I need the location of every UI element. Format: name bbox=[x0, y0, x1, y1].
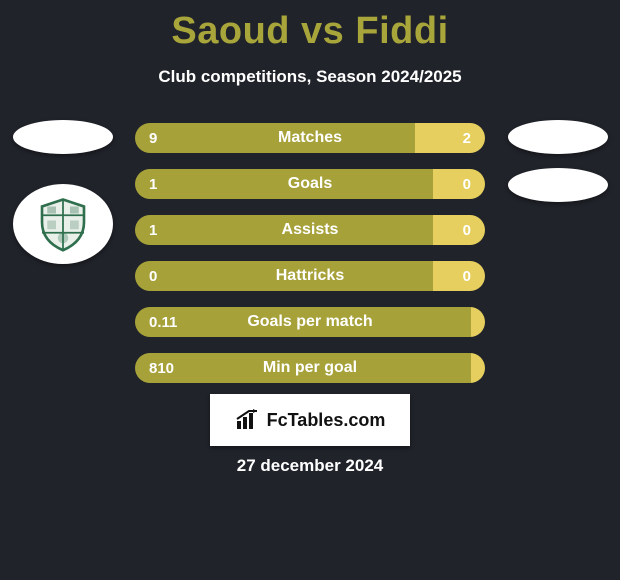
stat-right-segment: 0 bbox=[433, 215, 486, 245]
stat-right-value: 2 bbox=[463, 130, 471, 147]
source-badge[interactable]: FcTables.com bbox=[210, 394, 410, 446]
stat-right-segment bbox=[471, 307, 485, 337]
player-left-avatar bbox=[13, 120, 113, 154]
stat-right-value: 0 bbox=[463, 176, 471, 193]
stat-right-segment: 2 bbox=[415, 123, 485, 153]
stat-left-value: 810 bbox=[149, 360, 174, 377]
source-label: FcTables.com bbox=[267, 410, 386, 431]
stat-bars: 92Matches10Goals10Assists00Hattricks0.11… bbox=[135, 123, 485, 399]
stat-bar: 10Goals bbox=[135, 169, 485, 199]
stat-bar: 92Matches bbox=[135, 123, 485, 153]
stat-left-segment: 1 bbox=[135, 169, 433, 199]
stat-left-value: 9 bbox=[149, 130, 157, 147]
stat-right-value: 0 bbox=[463, 268, 471, 285]
snapshot-date: 27 december 2024 bbox=[0, 456, 620, 476]
stat-bar: 00Hattricks bbox=[135, 261, 485, 291]
stat-right-segment: 0 bbox=[433, 261, 486, 291]
stat-left-segment: 9 bbox=[135, 123, 415, 153]
right-player-column bbox=[505, 120, 610, 216]
club-left-crest bbox=[13, 184, 113, 264]
stat-left-value: 1 bbox=[149, 176, 157, 193]
stat-right-segment: 0 bbox=[433, 169, 486, 199]
left-player-column bbox=[10, 120, 115, 264]
stat-left-segment: 810 bbox=[135, 353, 471, 383]
stat-bar: 0.11Goals per match bbox=[135, 307, 485, 337]
stat-left-value: 0.11 bbox=[149, 314, 177, 331]
stat-bar: 10Assists bbox=[135, 215, 485, 245]
stat-left-value: 1 bbox=[149, 222, 157, 239]
stat-left-segment: 1 bbox=[135, 215, 433, 245]
stat-left-segment: 0 bbox=[135, 261, 433, 291]
player-right-avatar bbox=[508, 120, 608, 154]
page-subtitle: Club competitions, Season 2024/2025 bbox=[0, 67, 620, 87]
stat-right-value: 0 bbox=[463, 222, 471, 239]
stat-left-value: 0 bbox=[149, 268, 157, 285]
stat-left-segment: 0.11 bbox=[135, 307, 471, 337]
stat-right-segment bbox=[471, 353, 485, 383]
shield-icon bbox=[35, 196, 91, 252]
page-title: Saoud vs Fiddi bbox=[0, 0, 620, 53]
club-right-avatar bbox=[508, 168, 608, 202]
stat-bar: 810Min per goal bbox=[135, 353, 485, 383]
chart-icon bbox=[235, 409, 261, 431]
